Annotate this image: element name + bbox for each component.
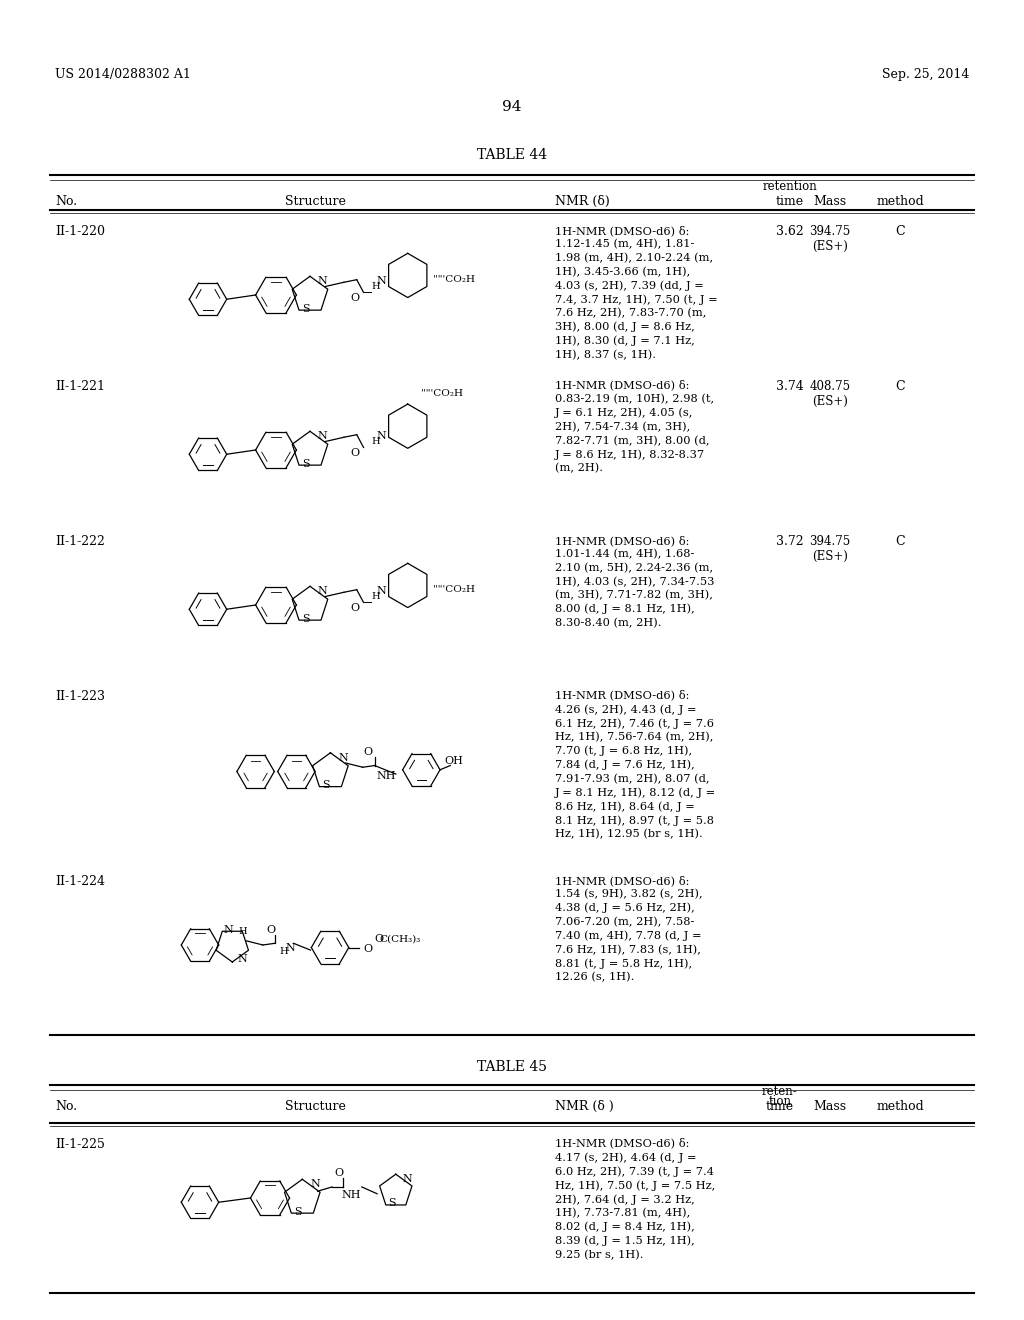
Text: O: O bbox=[266, 925, 275, 935]
Text: 94: 94 bbox=[502, 100, 522, 114]
Text: 3.74: 3.74 bbox=[776, 380, 804, 393]
Text: TABLE 45: TABLE 45 bbox=[477, 1060, 547, 1074]
Text: C: C bbox=[895, 224, 905, 238]
Text: Structure: Structure bbox=[285, 1100, 345, 1113]
Text: ""'CO₂H: ""'CO₂H bbox=[433, 275, 475, 284]
Text: No.: No. bbox=[55, 195, 77, 209]
Text: H: H bbox=[279, 948, 288, 956]
Text: II-1-222: II-1-222 bbox=[55, 535, 104, 548]
Text: O: O bbox=[362, 944, 372, 954]
Text: S: S bbox=[302, 304, 309, 314]
Text: O: O bbox=[350, 449, 359, 458]
Text: OH: OH bbox=[444, 756, 463, 767]
Text: O: O bbox=[350, 603, 359, 614]
Text: NH: NH bbox=[377, 771, 396, 780]
Text: 1H-NMR (DMSO-d6) δ:
0.83-2.19 (m, 10H), 2.98 (t,
J = 6.1 Hz, 2H), 4.05 (s,
2H), : 1H-NMR (DMSO-d6) δ: 0.83-2.19 (m, 10H), … bbox=[555, 380, 714, 474]
Text: O: O bbox=[374, 935, 383, 944]
Text: S: S bbox=[388, 1199, 395, 1208]
Text: 1H-NMR (DMSO-d6) δ:
4.26 (s, 2H), 4.43 (d, J =
6.1 Hz, 2H), 7.46 (t, J = 7.6
Hz,: 1H-NMR (DMSO-d6) δ: 4.26 (s, 2H), 4.43 (… bbox=[555, 690, 716, 840]
Text: TABLE 44: TABLE 44 bbox=[477, 148, 547, 162]
Text: method: method bbox=[877, 1100, 924, 1113]
Text: N: N bbox=[223, 925, 232, 935]
Text: Structure: Structure bbox=[285, 195, 345, 209]
Text: S: S bbox=[323, 780, 330, 791]
Text: II-1-220: II-1-220 bbox=[55, 224, 105, 238]
Text: 1H-NMR (DMSO-d6) δ:
4.17 (s, 2H), 4.64 (d, J =
6.0 Hz, 2H), 7.39 (t, J = 7.4
Hz,: 1H-NMR (DMSO-d6) δ: 4.17 (s, 2H), 4.64 (… bbox=[555, 1138, 715, 1261]
Text: N: N bbox=[377, 276, 386, 286]
Text: N: N bbox=[377, 586, 386, 597]
Text: N: N bbox=[402, 1175, 412, 1184]
Text: II-1-224: II-1-224 bbox=[55, 875, 105, 888]
Text: 394.75
(ES+): 394.75 (ES+) bbox=[809, 535, 851, 564]
Text: tion: tion bbox=[768, 1096, 792, 1107]
Text: time: time bbox=[766, 1100, 794, 1113]
Text: C: C bbox=[895, 535, 905, 548]
Text: NMR (δ): NMR (δ) bbox=[555, 195, 609, 209]
Text: ""'CO₂H: ""'CO₂H bbox=[433, 585, 475, 594]
Text: retention: retention bbox=[763, 180, 817, 193]
Text: C(CH₃)₃: C(CH₃)₃ bbox=[379, 935, 421, 944]
Text: II-1-225: II-1-225 bbox=[55, 1138, 104, 1151]
Text: method: method bbox=[877, 195, 924, 209]
Text: Sep. 25, 2014: Sep. 25, 2014 bbox=[882, 69, 969, 81]
Text: 394.75
(ES+): 394.75 (ES+) bbox=[809, 224, 851, 253]
Text: US 2014/0288302 A1: US 2014/0288302 A1 bbox=[55, 69, 190, 81]
Text: H: H bbox=[371, 282, 380, 290]
Text: O: O bbox=[350, 293, 359, 304]
Text: reten-: reten- bbox=[762, 1085, 798, 1098]
Text: N: N bbox=[286, 942, 295, 953]
Text: N: N bbox=[310, 1179, 319, 1189]
Text: S: S bbox=[294, 1206, 302, 1217]
Text: 1H-NMR (DMSO-d6) δ:
1.54 (s, 9H), 3.82 (s, 2H),
4.38 (d, J = 5.6 Hz, 2H),
7.06-7: 1H-NMR (DMSO-d6) δ: 1.54 (s, 9H), 3.82 (… bbox=[555, 875, 702, 982]
Text: 3.72: 3.72 bbox=[776, 535, 804, 548]
Text: 1H-NMR (DMSO-d6) δ:
1.12-1.45 (m, 4H), 1.81-
1.98 (m, 4H), 2.10-2.24 (m,
1H), 3.: 1H-NMR (DMSO-d6) δ: 1.12-1.45 (m, 4H), 1… bbox=[555, 224, 718, 360]
Text: N: N bbox=[338, 752, 348, 763]
Text: time: time bbox=[776, 195, 804, 209]
Text: Mass: Mass bbox=[813, 1100, 847, 1113]
Text: O: O bbox=[334, 1168, 343, 1179]
Text: 1H-NMR (DMSO-d6) δ:
1.01-1.44 (m, 4H), 1.68-
2.10 (m, 5H), 2.24-2.36 (m,
1H), 4.: 1H-NMR (DMSO-d6) δ: 1.01-1.44 (m, 4H), 1… bbox=[555, 535, 715, 628]
Text: H: H bbox=[371, 437, 380, 446]
Text: II-1-223: II-1-223 bbox=[55, 690, 105, 704]
Text: C: C bbox=[895, 380, 905, 393]
Text: No.: No. bbox=[55, 1100, 77, 1113]
Text: N: N bbox=[317, 432, 328, 441]
Text: N: N bbox=[377, 432, 386, 441]
Text: II-1-221: II-1-221 bbox=[55, 380, 105, 393]
Text: NH: NH bbox=[342, 1191, 361, 1200]
Text: Mass: Mass bbox=[813, 195, 847, 209]
Text: 3.62: 3.62 bbox=[776, 224, 804, 238]
Text: N: N bbox=[238, 953, 248, 964]
Text: 408.75
(ES+): 408.75 (ES+) bbox=[809, 380, 851, 408]
Text: ""'CO₂H: ""'CO₂H bbox=[421, 389, 463, 399]
Text: H: H bbox=[239, 927, 247, 936]
Text: N: N bbox=[317, 276, 328, 286]
Text: S: S bbox=[302, 458, 309, 469]
Text: NMR (δ ): NMR (δ ) bbox=[555, 1100, 613, 1113]
Text: O: O bbox=[364, 747, 373, 756]
Text: H: H bbox=[371, 591, 380, 601]
Text: S: S bbox=[302, 614, 309, 623]
Text: N: N bbox=[317, 586, 328, 597]
